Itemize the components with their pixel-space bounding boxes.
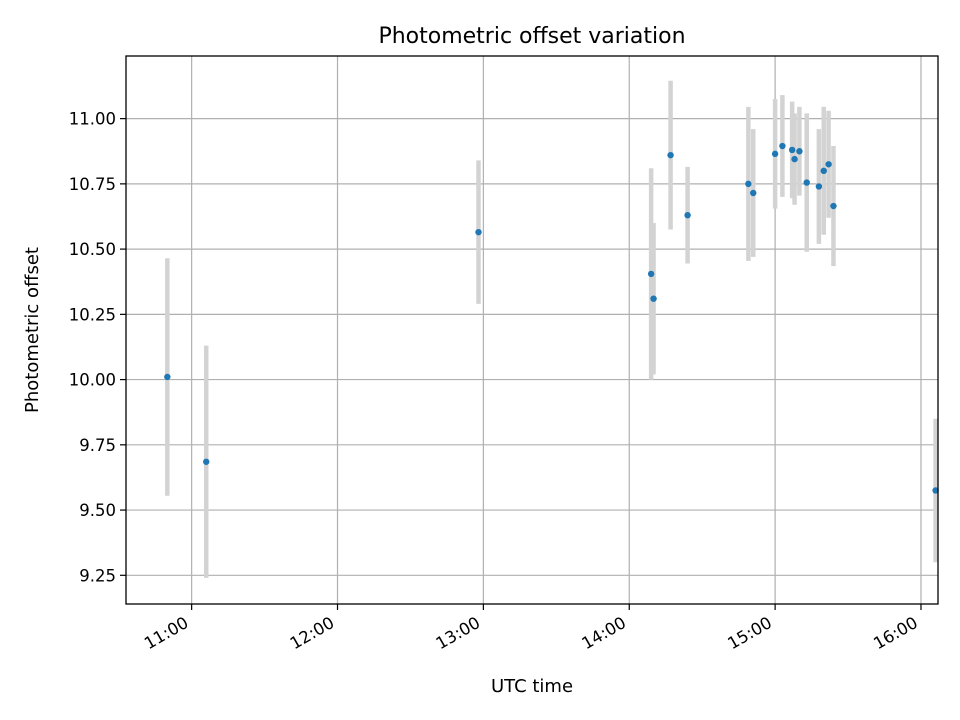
grid <box>126 56 938 604</box>
data-point <box>164 373 171 381</box>
y-tick-label: 10.00 <box>69 371 116 390</box>
y-tick-label: 9.50 <box>79 501 116 520</box>
y-tick-label: 9.25 <box>79 566 116 585</box>
data-point <box>825 161 832 168</box>
x-axis-label: UTC time <box>491 676 573 697</box>
data-point <box>203 458 210 465</box>
x-tick-label: 12:00 <box>287 613 338 653</box>
data-point <box>771 150 779 158</box>
x-tick-label: 11:00 <box>141 613 192 653</box>
data-point <box>647 270 655 278</box>
y-axis-label: Photometric offset <box>22 247 43 413</box>
x-axis-ticks: 11:00 12:00 13:00 14:00 15:00 16:00 <box>141 604 922 653</box>
x-tick-label: 15:00 <box>724 613 775 653</box>
y-tick-label: 11.00 <box>69 110 116 129</box>
y-tick-label: 10.50 <box>69 240 116 259</box>
data-point <box>684 211 691 219</box>
x-tick-label: 14:00 <box>579 613 630 653</box>
data-point <box>667 151 674 159</box>
data-point <box>803 179 810 186</box>
data-point <box>830 202 837 210</box>
data-point <box>750 189 757 197</box>
error-bars <box>165 80 938 578</box>
data-point <box>475 228 482 236</box>
y-tick-label: 10.25 <box>69 305 116 324</box>
data-point <box>815 183 823 190</box>
data-point <box>932 487 939 494</box>
chart-title: Photometric offset variation <box>378 24 685 49</box>
data-point <box>796 148 803 155</box>
plot-frame <box>125 55 939 605</box>
y-tick-label: 10.75 <box>69 175 116 194</box>
data-point <box>650 295 657 302</box>
data-point <box>779 142 786 150</box>
y-tick-label: 9.75 <box>79 436 116 455</box>
x-tick-label: 13:00 <box>433 613 484 653</box>
data-points <box>164 142 939 494</box>
x-tick-label: 16:00 <box>870 613 921 653</box>
y-axis-ticks: 9.25 9.50 9.75 10.00 10.25 10.50 10.75 11.00 <box>69 110 126 585</box>
data-point <box>791 155 798 163</box>
data-point <box>820 167 827 175</box>
data-point <box>745 180 752 188</box>
data-point <box>788 146 796 154</box>
